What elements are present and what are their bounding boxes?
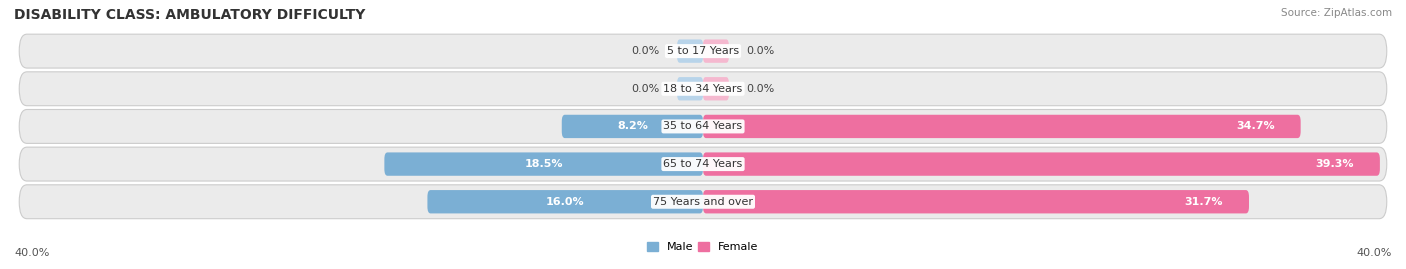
Text: 0.0%: 0.0% — [747, 84, 775, 94]
FancyBboxPatch shape — [703, 77, 728, 100]
FancyBboxPatch shape — [703, 153, 1379, 176]
FancyBboxPatch shape — [384, 153, 703, 176]
Text: 40.0%: 40.0% — [1357, 248, 1392, 258]
Text: 39.3%: 39.3% — [1316, 159, 1354, 169]
Text: 35 to 64 Years: 35 to 64 Years — [664, 121, 742, 132]
FancyBboxPatch shape — [678, 77, 703, 100]
FancyBboxPatch shape — [20, 147, 1386, 181]
FancyBboxPatch shape — [562, 115, 703, 138]
Text: 31.7%: 31.7% — [1185, 197, 1223, 207]
Text: 8.2%: 8.2% — [617, 121, 648, 132]
Text: 18 to 34 Years: 18 to 34 Years — [664, 84, 742, 94]
Text: 65 to 74 Years: 65 to 74 Years — [664, 159, 742, 169]
Text: Source: ZipAtlas.com: Source: ZipAtlas.com — [1281, 8, 1392, 18]
FancyBboxPatch shape — [703, 190, 1249, 213]
FancyBboxPatch shape — [427, 190, 703, 213]
Text: 0.0%: 0.0% — [631, 46, 659, 56]
Text: 75 Years and over: 75 Years and over — [652, 197, 754, 207]
Text: 18.5%: 18.5% — [524, 159, 562, 169]
Text: 34.7%: 34.7% — [1236, 121, 1275, 132]
Text: 16.0%: 16.0% — [546, 197, 585, 207]
FancyBboxPatch shape — [20, 185, 1386, 219]
FancyBboxPatch shape — [20, 72, 1386, 106]
FancyBboxPatch shape — [20, 34, 1386, 68]
FancyBboxPatch shape — [703, 40, 728, 63]
Text: DISABILITY CLASS: AMBULATORY DIFFICULTY: DISABILITY CLASS: AMBULATORY DIFFICULTY — [14, 8, 366, 22]
Text: 40.0%: 40.0% — [14, 248, 49, 258]
Text: 5 to 17 Years: 5 to 17 Years — [666, 46, 740, 56]
FancyBboxPatch shape — [20, 109, 1386, 143]
FancyBboxPatch shape — [703, 115, 1301, 138]
FancyBboxPatch shape — [678, 40, 703, 63]
Legend: Male, Female: Male, Female — [643, 237, 763, 256]
Text: 0.0%: 0.0% — [631, 84, 659, 94]
Text: 0.0%: 0.0% — [747, 46, 775, 56]
